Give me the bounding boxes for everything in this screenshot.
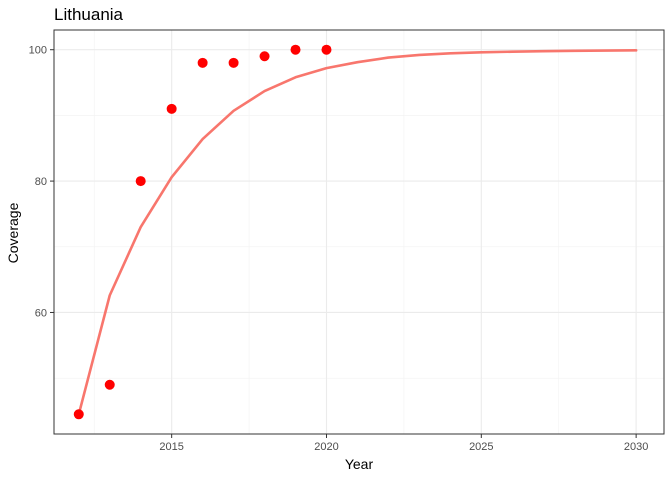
y-axis: 60 80 100 (29, 45, 54, 319)
data-point (135, 176, 146, 187)
data-point (290, 44, 301, 55)
x-tick-label: 2025 (469, 441, 493, 453)
x-tick-label: 2015 (159, 441, 183, 453)
x-axis-title: Year (345, 456, 374, 472)
y-tick-label: 60 (35, 307, 47, 319)
data-point (228, 57, 239, 68)
y-tick-label: 100 (29, 45, 47, 57)
data-point (166, 103, 177, 114)
panel-border (53, 29, 665, 435)
x-tick-label: 2030 (624, 441, 648, 453)
y-tick-label: 80 (35, 176, 47, 188)
x-tick-label: 2020 (314, 441, 338, 453)
chart-title: Lithuania (54, 5, 124, 24)
plot-panel (53, 29, 665, 435)
data-point (197, 57, 208, 68)
data-point (259, 51, 270, 62)
data-point (321, 44, 332, 55)
data-point (73, 409, 84, 420)
minor-gridlines (54, 30, 664, 434)
x-axis: 2015 2020 2025 2030 (159, 434, 648, 453)
series-layer (73, 44, 638, 420)
fitted-curve (77, 49, 638, 416)
data-point (104, 379, 115, 390)
panel-background (54, 30, 664, 434)
y-axis-title: Coverage (5, 202, 21, 263)
